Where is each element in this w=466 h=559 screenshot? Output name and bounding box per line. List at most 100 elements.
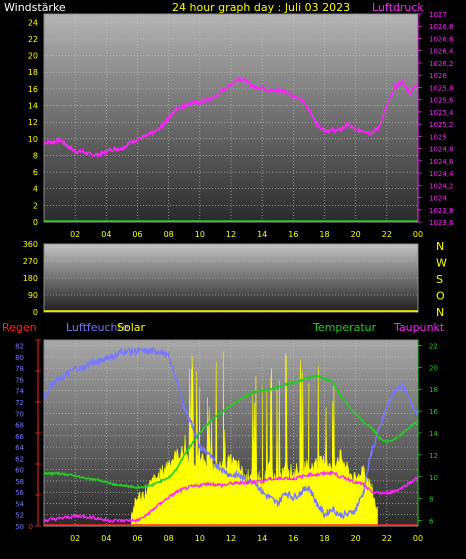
bottom-x-tick-label: 16 [288,534,298,543]
humidity-tick-label: 64 [15,444,24,452]
humidity-tick-label: 66 [15,433,24,441]
humidity-tick-label: 52 [15,512,24,520]
humidity-tick-label: 82 [15,343,24,351]
wind-tick-label: 16 [28,85,38,94]
pressure-tick-label: 1025 [429,133,447,141]
top-grid [44,14,419,223]
humidity-label: Luftfeuchte [66,321,129,334]
pressure-tick-label: 1026,6 [429,35,454,43]
top-x-tick-label: 04 [101,230,111,239]
bottom-axis-labels: 8280787674727068666462605856545250222018… [15,339,438,543]
humidity-tick-label: 56 [15,489,24,497]
top-x-tick-label: 10 [195,230,205,239]
pressure-tick-label: 1026,4 [429,48,454,56]
climate-chart: 8280787674727068666462605856545250222018… [2,321,445,543]
bottom-x-tick-label: 14 [257,534,267,543]
humidity-tick-label: 78 [15,365,24,373]
bottom-x-tick-label: 20 [351,534,361,543]
compass-label: O [436,290,445,303]
pressure-tick-label: 1025,4 [429,109,454,117]
humidity-tick-label: 70 [15,410,24,418]
wind-tick-label: 22 [28,35,38,44]
top-plot-area [43,13,419,223]
pressure-line [43,76,419,159]
humidity-tick-label: 50 [15,523,24,531]
bottom-x-tick-label: 04 [101,534,111,543]
wind-tick-label: 12 [28,118,38,127]
compass-label: N [436,240,444,253]
wind-tick-label: 6 [33,168,38,177]
bottom-series [43,345,419,527]
top-x-tick-label: 00 [413,230,423,239]
pressure-tick-label: 1023,6 [429,219,454,227]
temperature-line [44,374,419,490]
pressure-tick-label: 1024,4 [429,170,454,178]
top-x-tick-label: 16 [288,230,298,239]
temperature-tick-label: 6 [429,518,434,526]
solar-area [131,351,378,527]
humidity-tick-label: 54 [15,500,24,508]
temperature-tick-label: 20 [429,364,438,372]
pressure-tick-label: 1025,8 [429,84,454,92]
direction-tick-label: 90 [28,291,38,300]
top-x-tick-label: 12 [226,230,236,239]
solar-label: Solar [117,321,146,334]
direction-tick-label: 360 [23,240,38,249]
wind-tick-label: 24 [28,18,38,27]
wind-axis-label: Windstärke [4,1,66,14]
pressure-tick-label: 1024,6 [429,158,454,166]
temperature-tick-label: 18 [429,386,438,394]
temperature-tick-label: 14 [429,430,438,438]
bottom-x-tick-label: 18 [319,534,329,543]
mid-grid [44,243,418,313]
direction-tick-label: 180 [23,274,38,283]
wind-tick-label: 10 [28,135,38,144]
compass-label: N [436,306,444,319]
humidity-tick-label: 72 [15,399,24,407]
wind-tick-label: 20 [28,52,38,61]
pressure-tick-label: 1025,6 [429,97,454,105]
pressure-tick-label: 1025,2 [429,121,454,129]
top-series [43,76,419,222]
pressure-tick-label: 1023,8 [429,207,454,215]
wind-tick-label: 4 [33,185,38,194]
humidity-line [43,345,419,520]
wind-tick-label: 2 [33,201,38,210]
pressure-tick-label: 1027 [429,11,447,19]
temperature-tick-label: 12 [429,452,438,460]
top-x-tick-label: 18 [319,230,329,239]
temperature-tick-label: 16 [429,408,438,416]
bottom-x-tick-label: 12 [226,534,236,543]
direction-tick-label: 270 [23,257,38,266]
humidity-tick-label: 74 [15,388,24,396]
bottom-x-tick-label: 22 [382,534,392,543]
chart-title: 24 hour graph day : Juli 03 2023 [172,1,350,14]
bottom-x-tick-label: 10 [195,534,205,543]
pressure-tick-label: 1026 [429,72,447,80]
top-x-tick-label: 08 [164,230,174,239]
top-x-tick-label: 02 [70,230,80,239]
bottom-x-tick-label: 00 [413,534,423,543]
temperature-tick-label: 8 [429,496,433,504]
bottom-x-tick-label: 08 [164,534,174,543]
top-x-tick-label: 14 [257,230,267,239]
pressure-tick-label: 1024 [429,195,447,203]
bottom-x-tick-label: 02 [70,534,80,543]
top-x-tick-label: 22 [382,230,392,239]
wind-tick-label: 14 [28,102,38,111]
pressure-tick-label: 1024,2 [429,182,454,190]
humidity-tick-label: 80 [15,354,24,362]
rain-tick-label: 0 [29,523,33,531]
temperature-tick-label: 22 [429,342,438,350]
direction-tick-label: 0 [33,308,38,317]
wind-tick-label: 0 [33,218,38,227]
pressure-tick-label: 1024,8 [429,146,454,154]
top-x-tick-label: 20 [351,230,361,239]
humidity-tick-label: 58 [15,478,24,486]
humidity-tick-label: 60 [15,467,24,475]
dewpoint-label: Taupunkt [393,321,445,334]
